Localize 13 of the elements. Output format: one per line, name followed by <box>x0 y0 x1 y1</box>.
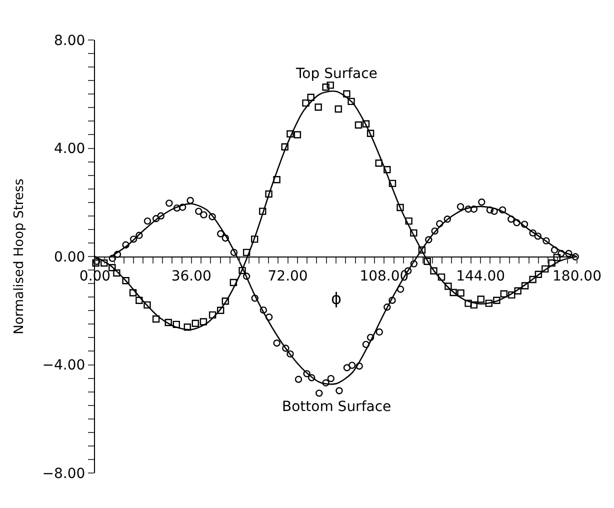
x-tick-label: 180.00 <box>552 268 602 284</box>
x-tick-label: 144.00 <box>456 268 506 284</box>
y-axis-title: Normalised Hoop Stress <box>12 178 28 334</box>
annotation: Top Surface <box>295 66 378 82</box>
y-tick-label: −4.00 <box>42 358 86 374</box>
y-tick-label: −8.00 <box>42 466 86 482</box>
x-tick-label: 36.00 <box>171 268 212 284</box>
y-tick-label: 4.00 <box>54 141 86 158</box>
y-tick-label: 0.00 <box>54 249 86 266</box>
y-tick-label: 8.00 <box>54 32 86 49</box>
x-tick-label: 72.00 <box>268 268 308 284</box>
annotation: Bottom Surface <box>282 399 392 415</box>
x-axis-title: ϕ <box>331 289 342 308</box>
